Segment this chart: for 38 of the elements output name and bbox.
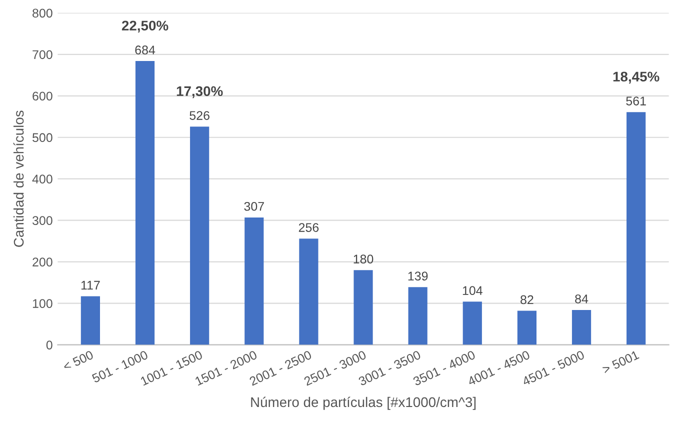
data-label: 561 — [626, 96, 646, 106]
x-tick-label: > 5001 — [602, 350, 640, 374]
annotation: 18,45% — [613, 72, 660, 84]
bar — [80, 296, 100, 345]
data-label: 256 — [298, 223, 319, 232]
x-axis-title: Número de partículas [#x1000/cm^3] — [251, 396, 476, 410]
data-label: 180 — [354, 254, 374, 264]
bar — [354, 270, 373, 345]
y-tick-label: 500 — [32, 133, 52, 142]
y-tick-label: 400 — [32, 174, 52, 184]
y-tick-label: 0 — [46, 340, 52, 350]
data-label: 684 — [135, 46, 156, 54]
y-tick-label: 800 — [32, 8, 52, 18]
data-label: 139 — [408, 272, 428, 280]
data-label: 104 — [462, 286, 482, 296]
x-tick-label: < 500 — [62, 350, 94, 372]
bar — [244, 217, 264, 345]
bar — [190, 126, 210, 345]
data-label: 84 — [575, 294, 588, 304]
bar — [135, 61, 155, 345]
bar — [572, 310, 592, 345]
bar — [408, 287, 428, 345]
bar — [462, 302, 482, 345]
data-label: 117 — [81, 280, 100, 290]
annotation: 17,30% — [176, 86, 223, 98]
y-tick-label: 200 — [32, 258, 52, 266]
y-axis-title: Cantidad de vehículos — [13, 110, 24, 247]
annotation: 22,50% — [122, 20, 168, 33]
y-tick-label: 700 — [32, 50, 52, 60]
y-tick-label: 300 — [32, 216, 52, 225]
data-label: 307 — [244, 202, 264, 211]
data-label: 526 — [190, 111, 210, 120]
y-tick-label: 100 — [32, 299, 52, 308]
y-tick-label: 600 — [32, 92, 52, 101]
data-label: 82 — [520, 295, 534, 304]
bar — [299, 238, 318, 345]
bar — [517, 310, 536, 345]
bar — [626, 112, 646, 345]
